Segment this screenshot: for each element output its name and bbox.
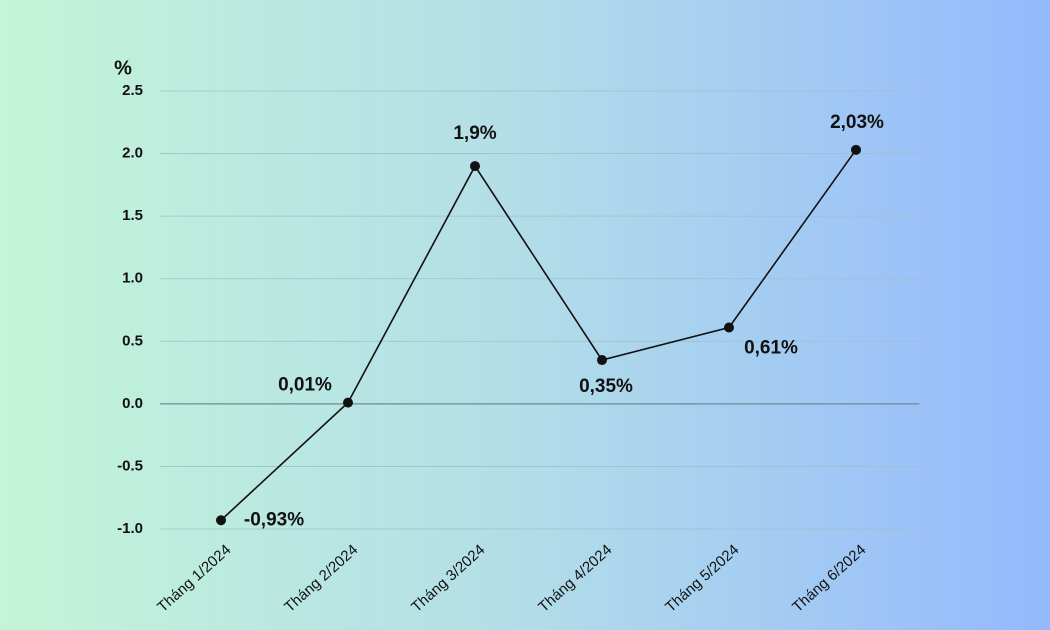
point [851, 144, 861, 155]
y-tick-label: 2.0 [122, 145, 143, 162]
y-tick-label: 1.5 [122, 207, 143, 224]
value-label: 0,01% [278, 375, 332, 396]
value-label: 2,03% [830, 112, 884, 133]
y-tick-label: -1.0 [117, 520, 143, 537]
y-tick-label: 0.0 [122, 395, 143, 412]
y-tick-label: 0.5 [122, 332, 143, 349]
y-axis-label: % [114, 57, 132, 79]
point [597, 355, 607, 366]
point [724, 322, 734, 333]
y-tick-label: 1.0 [122, 270, 143, 287]
point [470, 161, 480, 172]
line [220, 149, 857, 521]
value-label: 0,61% [744, 338, 798, 359]
value-label: 0,35% [579, 376, 633, 397]
value-label: 1,9% [453, 123, 496, 144]
y-tick-label: -0.5 [117, 457, 143, 474]
y-tick-label: 2.5 [122, 82, 143, 99]
point [343, 397, 353, 408]
value-label: -0,93% [244, 509, 304, 530]
point [216, 515, 226, 526]
